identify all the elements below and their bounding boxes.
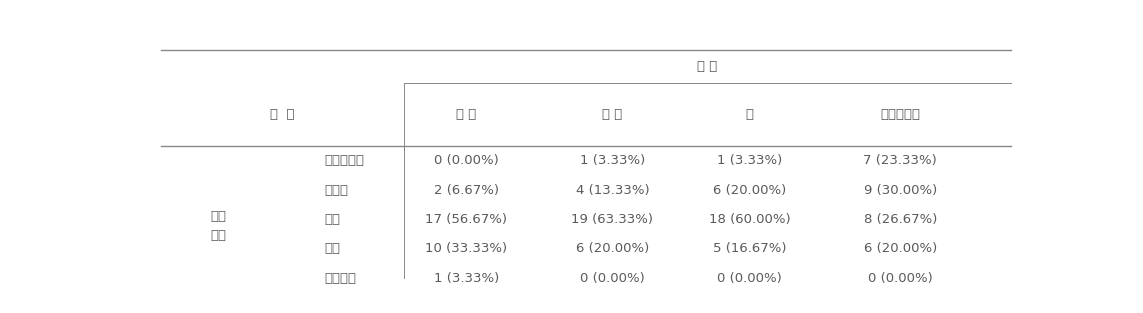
Text: 18 (60.00%): 18 (60.00%) <box>709 213 791 226</box>
Text: 별로다: 별로다 <box>325 184 349 197</box>
Text: 10 (33.33%): 10 (33.33%) <box>425 243 507 255</box>
Text: 매우좋다: 매우좋다 <box>325 272 357 285</box>
Text: 좋다: 좋다 <box>325 243 341 255</box>
Text: 제형: 제형 <box>210 229 226 242</box>
Text: 5 (16.67%): 5 (16.67%) <box>713 243 786 255</box>
Text: 1 (3.33%): 1 (3.33%) <box>580 154 645 167</box>
Text: 9 (30.00%): 9 (30.00%) <box>864 184 937 197</box>
Text: 보통: 보통 <box>325 213 341 226</box>
Text: 17 (56.67%): 17 (56.67%) <box>425 213 507 226</box>
Text: 맛: 맛 <box>745 108 753 121</box>
Text: 6 (20.00%): 6 (20.00%) <box>713 184 786 197</box>
Text: 향 기: 향 기 <box>602 108 623 121</box>
Text: 0 (0.00%): 0 (0.00%) <box>718 272 782 285</box>
Text: 성 상: 성 상 <box>456 108 477 121</box>
Text: 구  분: 구 분 <box>270 108 295 121</box>
Text: 8 (26.67%): 8 (26.67%) <box>864 213 937 226</box>
Text: 19 (63.33%): 19 (63.33%) <box>572 213 654 226</box>
Text: 0 (0.00%): 0 (0.00%) <box>580 272 645 285</box>
Text: 7 (23.33%): 7 (23.33%) <box>863 154 937 167</box>
Text: 0 (0.00%): 0 (0.00%) <box>868 272 933 285</box>
Text: 매우별로다: 매우별로다 <box>325 154 365 167</box>
Text: 2 (6.67%): 2 (6.67%) <box>433 184 498 197</box>
Text: 1 (3.33%): 1 (3.33%) <box>433 272 498 285</box>
Text: 6 (20.00%): 6 (20.00%) <box>576 243 649 255</box>
Text: 6 (20.00%): 6 (20.00%) <box>864 243 937 255</box>
Text: 0 (0.00%): 0 (0.00%) <box>434 154 498 167</box>
Text: 4 (13.33%): 4 (13.33%) <box>576 184 649 197</box>
Text: 1 (3.33%): 1 (3.33%) <box>717 154 782 167</box>
Text: 복용후느낌: 복용후느낌 <box>880 108 920 121</box>
Text: 타정: 타정 <box>210 210 226 223</box>
Text: 특 징: 특 징 <box>697 60 718 73</box>
